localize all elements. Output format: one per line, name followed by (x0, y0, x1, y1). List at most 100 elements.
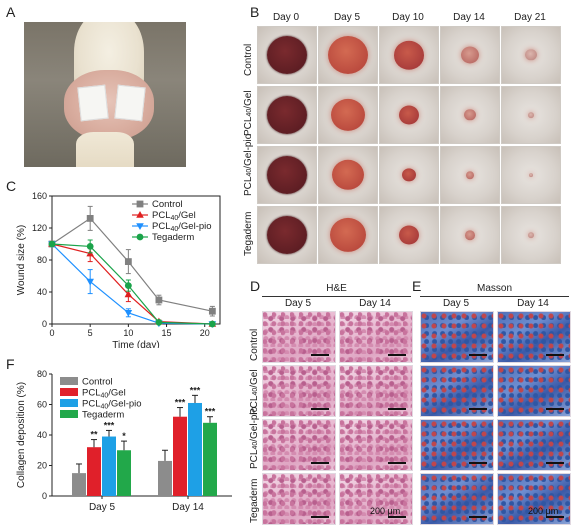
x-tick-label: 15 (162, 328, 172, 338)
day-label: Day 10 (392, 12, 424, 23)
panel-label-c: C (6, 178, 17, 194)
series-line (51, 243, 213, 325)
x-tick-label: 5 (88, 328, 93, 338)
wound-photo (257, 86, 317, 144)
data-point (86, 243, 94, 250)
legend-entry: PCL40/Gel-pio (132, 221, 212, 233)
significance-label: ** (90, 430, 98, 440)
wound-spot (402, 168, 416, 182)
legend-entry: PCL40/Gel (60, 388, 126, 400)
legend-label: Tegaderm (82, 410, 124, 421)
wound-spot (529, 173, 533, 177)
day-label: Day 14 (359, 298, 391, 309)
day-label: Day 5 (442, 298, 470, 309)
histology-image (262, 365, 336, 417)
scale-bar (311, 516, 329, 518)
rat-wound-photo (24, 22, 186, 167)
data-point (124, 258, 132, 265)
data-point (155, 296, 163, 304)
scale-bar (388, 462, 406, 464)
scale-bar (469, 516, 487, 518)
wound-photo (501, 86, 561, 144)
y-tick-label: 80 (37, 369, 47, 379)
stain-title: Masson (476, 283, 512, 294)
day-label: Day 5 (333, 12, 361, 23)
stain-title: H&E (326, 283, 347, 294)
scale-bar (388, 408, 406, 410)
series-line (51, 243, 213, 325)
bar (102, 436, 116, 496)
scale-bar (546, 408, 564, 410)
panel-label-e: E (412, 278, 422, 294)
wound-photo (379, 206, 439, 264)
group-row-label: Tegaderm (249, 478, 260, 523)
y-tick-label: 80 (37, 255, 47, 265)
data-point (136, 200, 144, 208)
bar (203, 422, 217, 496)
histology-image: 200 μm (339, 473, 413, 525)
legend-entry: Tegaderm (132, 232, 194, 243)
bar (87, 447, 101, 496)
wound-spot (331, 98, 365, 132)
legend-label: PCL40/Gel-pio (152, 221, 212, 233)
y-tick-label: 60 (37, 400, 47, 410)
wound-spot (267, 96, 307, 134)
legend-swatch (60, 388, 78, 396)
y-tick-label: 0 (42, 491, 47, 501)
histology-image (420, 419, 494, 471)
wound-photo (318, 146, 378, 204)
y-tick-label: 120 (32, 223, 47, 233)
bar (188, 402, 202, 496)
legend-entry: PCL40/Gel (132, 210, 196, 222)
data-point (48, 240, 56, 248)
significance-label: *** (104, 420, 115, 430)
scale-label: 200 μm (528, 506, 559, 516)
significance-label: * (122, 431, 126, 441)
wound-photo (318, 206, 378, 264)
y-tick-label: 0 (42, 319, 47, 329)
data-point (86, 278, 94, 286)
legend-label: Control (152, 199, 183, 210)
data-point (208, 307, 216, 315)
panel-label-f: F (6, 356, 15, 372)
wound-spot (330, 217, 366, 253)
wound-spot (267, 216, 307, 254)
significance-label: *** (205, 407, 216, 417)
scale-bar (388, 516, 406, 518)
histology-image (262, 473, 336, 525)
wound-size-chart: 0 40 80 120 160 0 5 10 15 20 Time (day) Wound size … (16, 191, 221, 348)
data-point (86, 215, 94, 222)
histology-image: 200 μm (497, 473, 571, 525)
panel-label-d: D (250, 278, 261, 294)
legend-entry: Control (132, 199, 183, 210)
x-tick-label: 0 (49, 328, 54, 338)
x-tick-label: 20 (200, 328, 210, 338)
panel-label-b: B (250, 4, 260, 20)
wound-photo (379, 146, 439, 204)
stain-underline (262, 296, 411, 297)
histology-image (262, 311, 336, 363)
histology-image (420, 311, 494, 363)
histology-image (262, 419, 336, 471)
day-label: Day 14 (453, 12, 485, 23)
legend-label: PCL40/Gel-pio (82, 399, 142, 411)
group-row-label: PCL40/Gel (243, 90, 254, 136)
wound-photo (501, 146, 561, 204)
scale-bar (469, 462, 487, 464)
scale-bar (546, 354, 564, 356)
x-tick-label: Day 14 (172, 502, 204, 513)
data-point (208, 320, 216, 328)
wound-spot (328, 36, 368, 74)
legend-label: PCL40/Gel (152, 210, 196, 222)
series-tegaderm (48, 239, 216, 328)
stain-underline (420, 296, 569, 297)
scale-bar (469, 408, 487, 410)
group-row-label: Control (249, 328, 260, 361)
wound-spot (528, 232, 534, 238)
wound-spot (399, 105, 419, 125)
wound-spot (461, 46, 479, 64)
wound-photo (440, 206, 500, 264)
wound-spot (399, 225, 419, 245)
wound-spot (267, 36, 307, 74)
wound-photo (440, 146, 500, 204)
